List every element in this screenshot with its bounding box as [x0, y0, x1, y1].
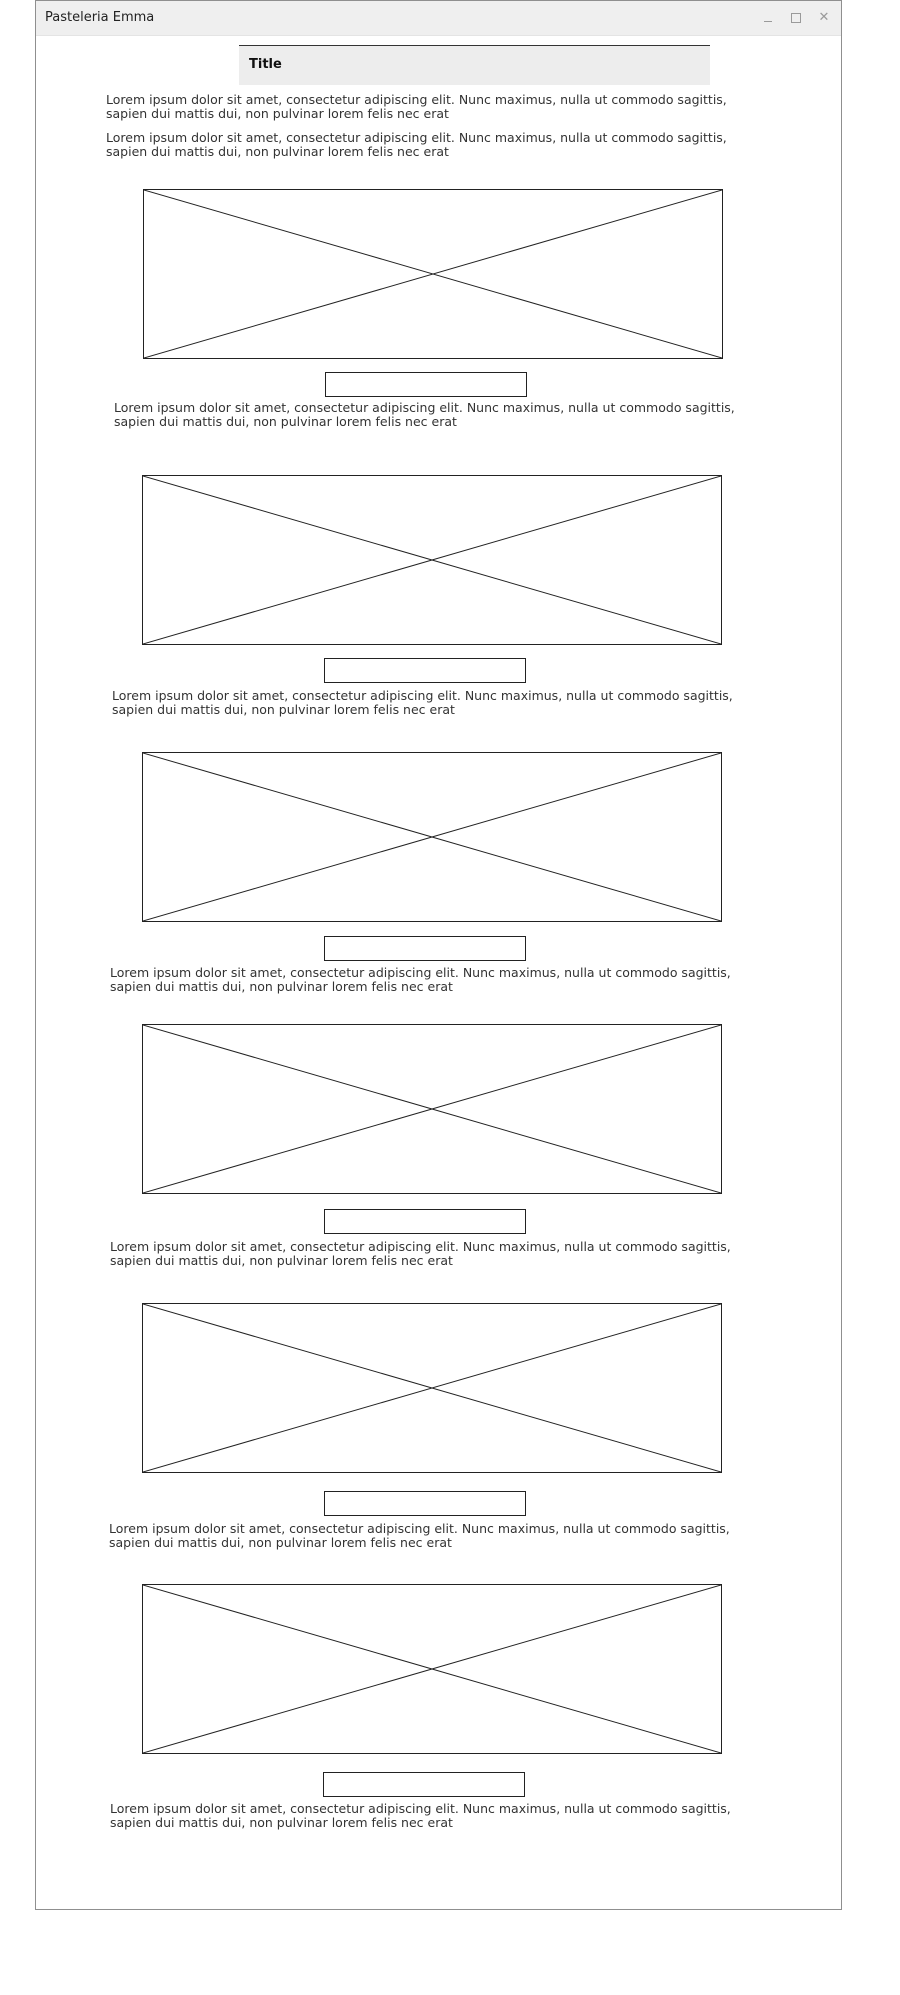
window-titlebar: Pasteleria Emma ✕: [36, 1, 841, 36]
intro-paragraph: Lorem ipsum dolor sit amet, consectetur …: [106, 92, 727, 121]
close-icon[interactable]: ✕: [818, 10, 830, 25]
product-button[interactable]: [324, 936, 526, 961]
maximize-icon[interactable]: [787, 9, 805, 27]
product-button[interactable]: [324, 1209, 526, 1234]
product-button[interactable]: [325, 372, 527, 397]
intro-paragraph: Lorem ipsum dolor sit amet, consectetur …: [106, 130, 727, 159]
image-placeholder: [142, 1303, 722, 1473]
product-description: Lorem ipsum dolor sit amet, consectetur …: [112, 688, 733, 717]
product-button[interactable]: [324, 658, 526, 683]
page-title-bar: Title: [239, 45, 710, 85]
window-title: Pasteleria Emma: [45, 10, 155, 25]
image-placeholder: [142, 475, 722, 645]
image-placeholder: [142, 1584, 722, 1754]
image-placeholder: [142, 752, 722, 922]
image-placeholder: [142, 1024, 722, 1194]
product-description: Lorem ipsum dolor sit amet, consectetur …: [114, 400, 735, 429]
product-button[interactable]: [324, 1491, 526, 1516]
product-description: Lorem ipsum dolor sit amet, consectetur …: [110, 965, 731, 994]
product-description: Lorem ipsum dolor sit amet, consectetur …: [109, 1521, 730, 1550]
product-description: Lorem ipsum dolor sit amet, consectetur …: [110, 1801, 731, 1830]
app-window: Pasteleria Emma ✕ Title Lorem ipsum dolo…: [35, 0, 842, 1910]
image-placeholder: [143, 189, 723, 359]
minimize-icon[interactable]: [759, 9, 777, 27]
product-button[interactable]: [323, 1772, 525, 1797]
product-description: Lorem ipsum dolor sit amet, consectetur …: [110, 1239, 731, 1268]
page-title: Title: [249, 57, 282, 72]
